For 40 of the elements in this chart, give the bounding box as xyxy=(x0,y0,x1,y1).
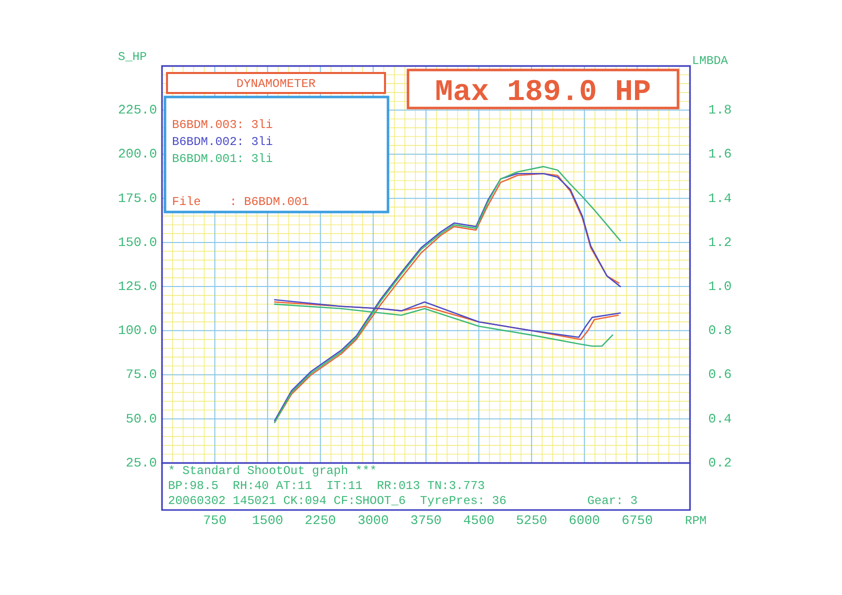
y-tick-label: 175.0 xyxy=(118,190,157,206)
y2-tick-label: 0.6 xyxy=(708,367,732,382)
y-tick-label: 25.0 xyxy=(126,455,157,470)
y-tick-label: 225.0 xyxy=(118,102,157,118)
x-tick-label: 5250 xyxy=(516,513,548,528)
text: Gear: 3 xyxy=(580,494,638,508)
y-tick-label: 150.0 xyxy=(118,234,157,250)
text: 20060302 145021 CK:094 CF:SHOOT_6 TyrePres: 36 xyxy=(168,494,506,508)
x-tick-label: 2250 xyxy=(304,513,336,528)
x-axis-title: RPM xyxy=(685,514,707,528)
y2-tick-label: 1.2 xyxy=(708,234,732,250)
y2-tick-label: 1.8 xyxy=(708,102,732,118)
y2-tick-label: 1.6 xyxy=(708,146,732,162)
text: BP:98.5 RH:40 AT:11 IT:11 RR:013 TN:3.773 xyxy=(168,479,485,493)
annotation: File : B6BDM.001 xyxy=(172,195,309,209)
text: B6BDM.001: 3li xyxy=(172,152,273,166)
x-tick-label: 6750 xyxy=(622,513,653,528)
x-tick-label: 750 xyxy=(203,513,227,528)
y2-tick-label: 1.0 xyxy=(708,278,732,294)
y-tick-label: 100.0 xyxy=(118,323,157,338)
text: DYNAMOMETER xyxy=(236,77,316,91)
annotation: Max 189.0 HP xyxy=(434,76,652,110)
text: * Standard ShootOut graph *** xyxy=(168,464,377,478)
y2-tick-label: 1.4 xyxy=(708,190,732,206)
x-tick-label: 3000 xyxy=(358,513,389,528)
y-axis-title: S_HP xyxy=(118,50,147,64)
y2-tick-label: 0.4 xyxy=(708,411,732,426)
x-tick-label: 6000 xyxy=(568,513,600,528)
x-tick-label: 3750 xyxy=(410,513,442,528)
y-tick-label: 50.0 xyxy=(126,411,157,426)
x-tick-label: 1500 xyxy=(252,513,284,528)
y-tick-label: 125.0 xyxy=(118,278,157,294)
y-tick-label: 200.0 xyxy=(118,146,157,162)
y2-axis-title: LMBDA xyxy=(692,54,729,68)
y2-tick-label: 0.8 xyxy=(708,323,732,338)
y-tick-label: 75.0 xyxy=(126,367,157,382)
y2-tick-label: 0.2 xyxy=(708,455,732,470)
x-tick-label: 4500 xyxy=(463,513,494,528)
text: B6BDM.003: 3li xyxy=(172,118,273,132)
text: B6BDM.002: 3li xyxy=(172,135,273,149)
